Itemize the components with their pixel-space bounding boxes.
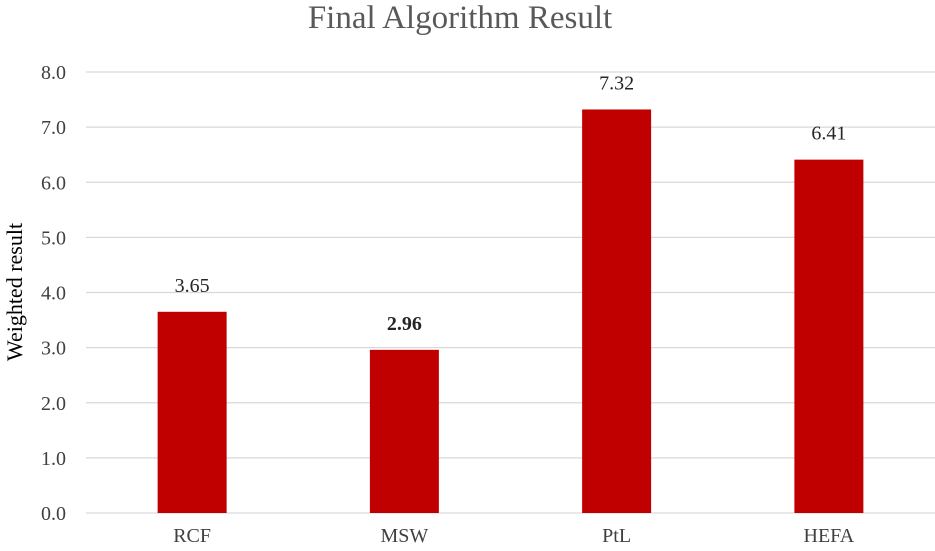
data-label-hefa: 6.41 bbox=[811, 123, 846, 145]
y-tick-label: 7.0 bbox=[41, 117, 66, 139]
y-tick-label: 2.0 bbox=[41, 393, 66, 415]
bars bbox=[157, 109, 864, 514]
y-tick-label: 0.0 bbox=[41, 503, 66, 525]
data-label-rcf: 3.65 bbox=[175, 275, 210, 297]
data-labels: 3.65 2.96 7.32 6.41 bbox=[175, 72, 847, 334]
data-label-ptl: 7.32 bbox=[599, 72, 634, 94]
y-axis-label: Weighted result bbox=[2, 223, 27, 361]
y-tick-label: 6.0 bbox=[41, 172, 66, 194]
bar-ptl bbox=[582, 109, 652, 514]
x-tick-label-rcf: RCF bbox=[173, 525, 211, 547]
y-axis-ticks: 0.0 1.0 2.0 3.0 4.0 5.0 6.0 7.0 8.0 bbox=[41, 62, 66, 525]
bar-msw bbox=[369, 349, 439, 513]
gridlines bbox=[86, 71, 935, 514]
x-tick-label-ptl: PtL bbox=[602, 525, 631, 547]
y-tick-label: 5.0 bbox=[41, 227, 66, 249]
y-tick-label: 3.0 bbox=[41, 338, 66, 360]
y-tick-label: 1.0 bbox=[41, 448, 66, 470]
bar-rcf bbox=[157, 311, 227, 513]
y-tick-label: 8.0 bbox=[41, 62, 66, 84]
bar-hefa bbox=[794, 159, 864, 513]
x-tick-label-msw: MSW bbox=[380, 525, 428, 547]
x-tick-label-hefa: HEFA bbox=[804, 525, 855, 547]
y-tick-label: 4.0 bbox=[41, 283, 66, 305]
chart-title: Final Algorithm Result bbox=[308, 0, 612, 36]
x-axis-ticks: RCF MSW PtL HEFA bbox=[173, 525, 855, 547]
data-label-msw: 2.96 bbox=[387, 313, 422, 335]
